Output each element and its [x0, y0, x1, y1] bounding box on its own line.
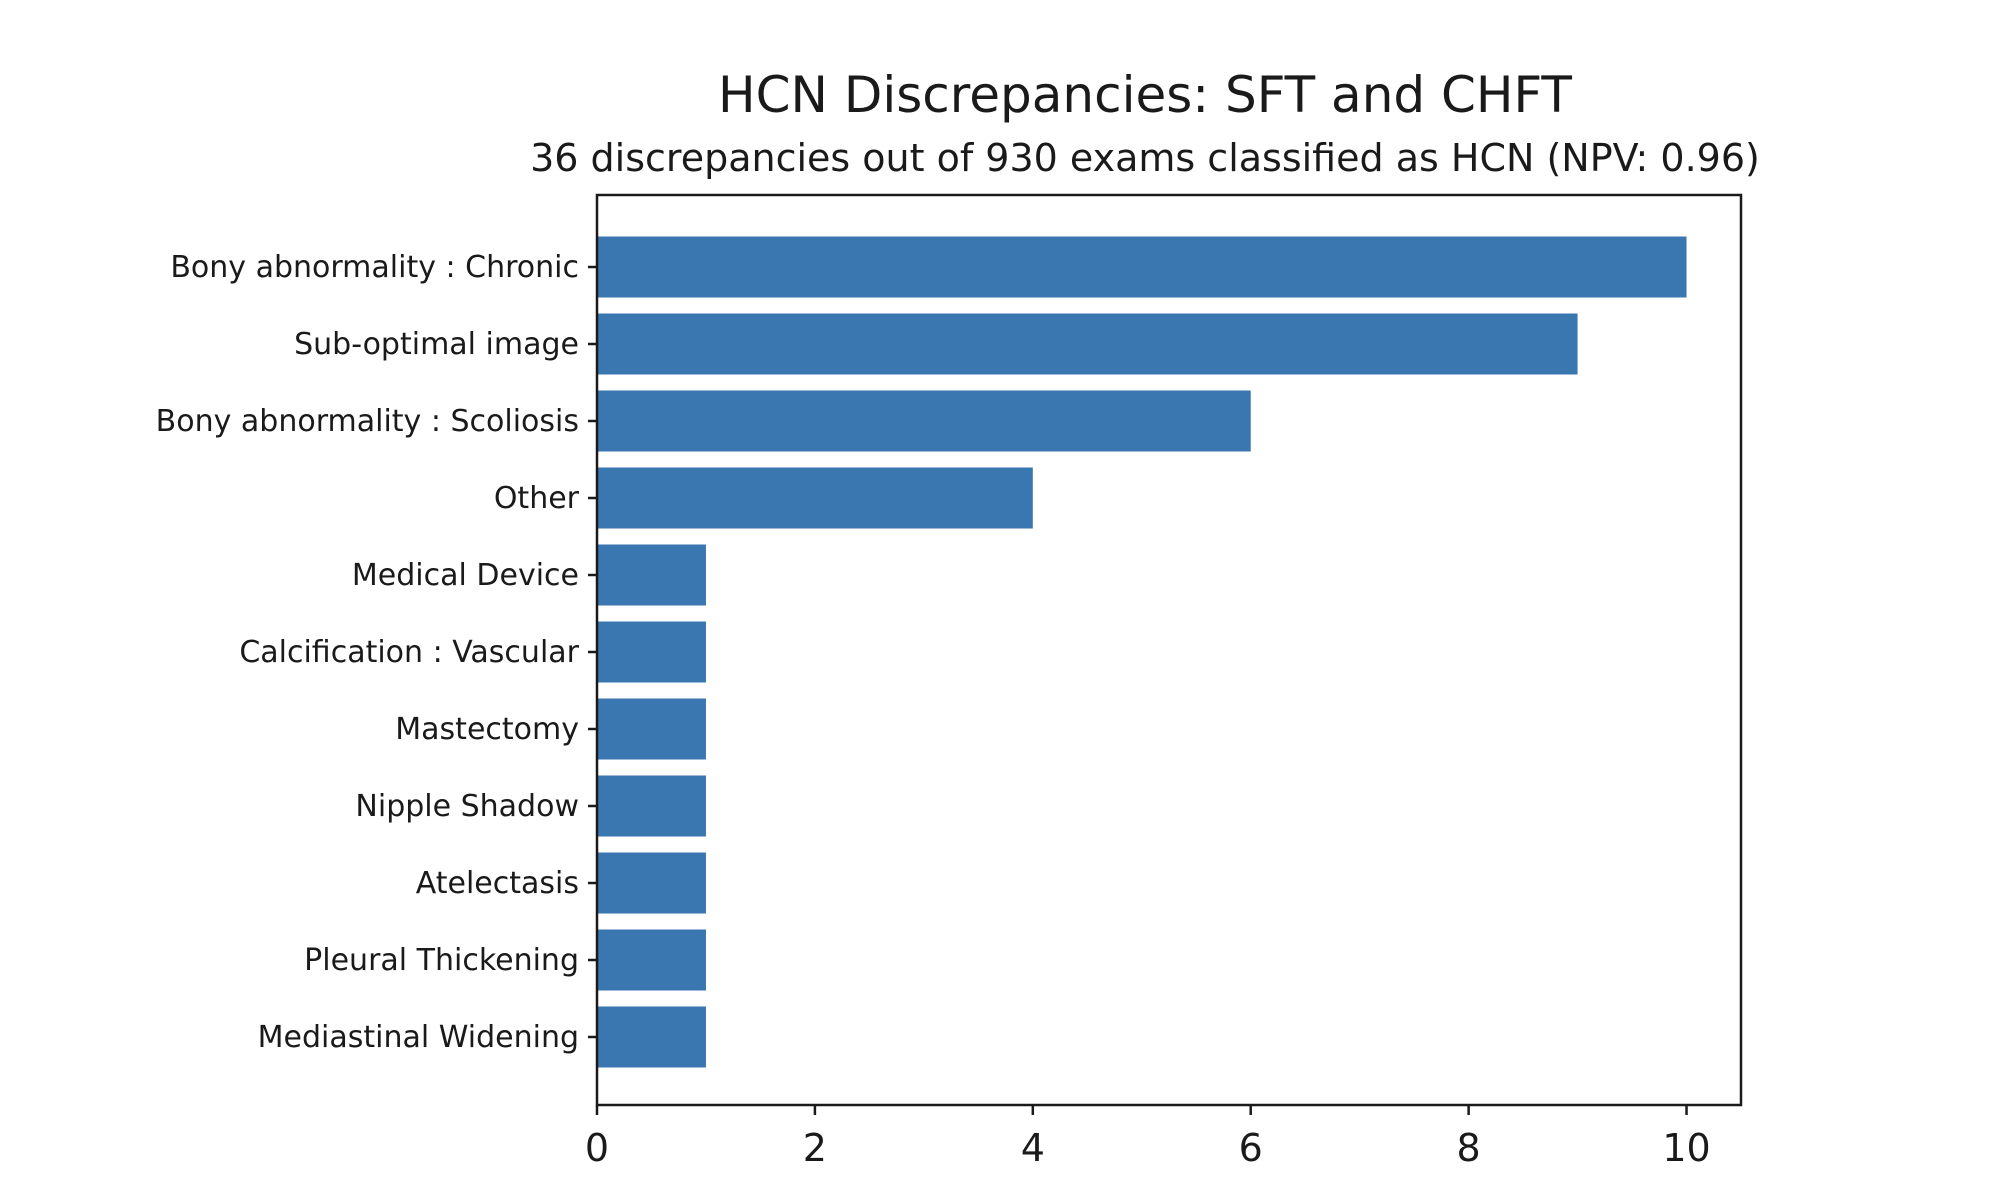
y-tick-label: Bony abnormality : Chronic	[170, 250, 579, 285]
bar-mastectomy	[597, 698, 706, 760]
y-tick-label: Calcification : Vascular	[239, 635, 579, 670]
x-tick-label: 8	[1457, 1126, 1481, 1170]
x-tick-label: 10	[1662, 1126, 1710, 1170]
x-axis: 0 2 4 6 8 10	[585, 1105, 1711, 1170]
bar-nipple-shadow	[597, 775, 706, 837]
bar-sub-optimal-image	[597, 313, 1578, 375]
y-tick-label: Medical Device	[352, 558, 579, 593]
bar-bony-abnormality-scoliosis	[597, 390, 1251, 452]
bar-mediastinal-widening	[597, 1006, 706, 1068]
y-tick-label: Atelectasis	[416, 866, 579, 901]
bars-group	[597, 236, 1687, 1068]
bar-calcification-vascular	[597, 621, 706, 683]
y-tick-label: Sub-optimal image	[294, 327, 579, 362]
y-axis: Bony abnormality : Chronic Sub-optimal im…	[156, 250, 597, 1055]
y-tick-label: Pleural Thickening	[304, 943, 579, 978]
x-tick-label: 2	[803, 1126, 827, 1170]
bar-bony-abnormality-chronic	[597, 236, 1687, 298]
bar-atelectasis	[597, 852, 706, 914]
chart-title: HCN Discrepancies: SFT and CHFT	[718, 66, 1572, 124]
bar-other	[597, 467, 1033, 529]
bar-pleural-thickening	[597, 929, 706, 991]
x-tick-label: 0	[585, 1126, 609, 1170]
x-tick-label: 6	[1239, 1126, 1263, 1170]
y-tick-label: Nipple Shadow	[355, 789, 579, 824]
y-tick-label: Mastectomy	[395, 712, 579, 747]
y-tick-label: Other	[494, 481, 580, 516]
y-tick-label: Bony abnormality : Scoliosis	[156, 404, 579, 439]
bar-medical-device	[597, 544, 706, 606]
y-tick-label: Mediastinal Widening	[258, 1020, 579, 1055]
x-tick-label: 4	[1021, 1126, 1045, 1170]
chart-subtitle: 36 discrepancies out of 930 exams classi…	[530, 136, 1760, 180]
plot-frame	[595, 193, 1743, 1107]
